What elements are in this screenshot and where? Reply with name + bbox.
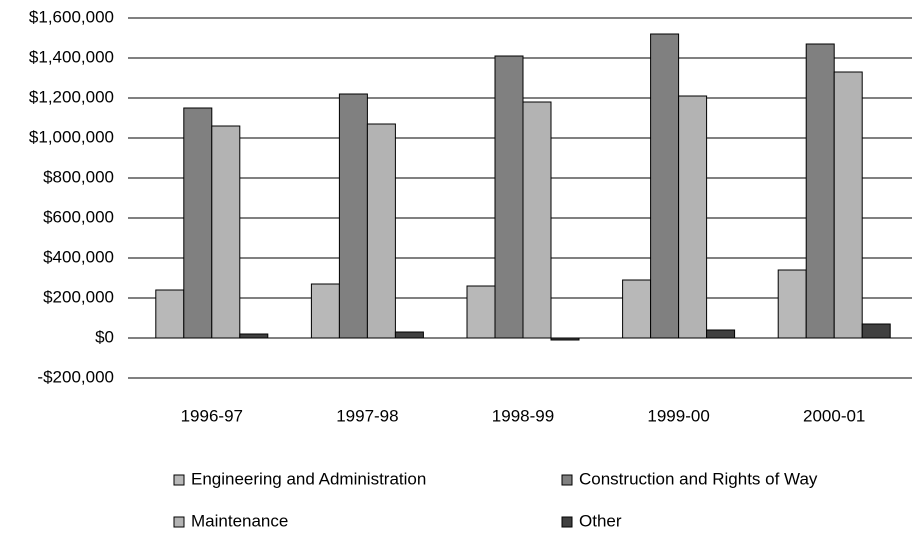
- y-tick-label: $1,200,000: [29, 87, 114, 106]
- bar: [650, 33, 680, 339]
- y-tick-label: $800,000: [43, 167, 114, 186]
- y-tick-label: $600,000: [43, 207, 114, 226]
- bar: [777, 269, 807, 339]
- y-tick-label: $1,600,000: [29, 7, 114, 26]
- x-tick-label: 1998-99: [492, 406, 554, 425]
- bar: [211, 125, 241, 339]
- y-tick-label: -$200,000: [37, 367, 114, 386]
- bar: [239, 333, 269, 339]
- bar: [310, 283, 340, 339]
- bar: [622, 279, 652, 339]
- bar: [522, 101, 552, 339]
- bar: [678, 95, 708, 339]
- y-tick-label: $400,000: [43, 247, 114, 266]
- y-tick-label: $200,000: [43, 287, 114, 306]
- bar: [706, 329, 736, 339]
- y-tick-label: $1,000,000: [29, 127, 114, 146]
- bar: [861, 323, 891, 339]
- legend-label: Maintenance: [191, 511, 288, 530]
- bar: [494, 55, 524, 339]
- bar: [466, 285, 496, 339]
- legend-label: Engineering and Administration: [191, 469, 426, 488]
- legend-swatch: [173, 474, 185, 486]
- bar: [338, 93, 368, 339]
- bar: [366, 123, 396, 339]
- legend-label: Other: [579, 511, 622, 530]
- bar: [394, 331, 424, 339]
- x-tick-label: 1999-00: [647, 406, 709, 425]
- x-tick-label: 2000-01: [803, 406, 865, 425]
- x-tick-label: 1997-98: [336, 406, 398, 425]
- y-tick-label: $0: [95, 327, 114, 346]
- legend-label: Construction and Rights of Way: [579, 469, 818, 488]
- bar: [183, 107, 213, 339]
- bar: [155, 289, 185, 339]
- legend-swatch: [561, 516, 573, 528]
- bar: [833, 71, 863, 339]
- x-tick-label: 1996-97: [181, 406, 243, 425]
- legend-swatch: [561, 474, 573, 486]
- bar: [805, 43, 835, 339]
- bar: [550, 337, 580, 341]
- y-tick-label: $1,400,000: [29, 47, 114, 66]
- legend-swatch: [173, 516, 185, 528]
